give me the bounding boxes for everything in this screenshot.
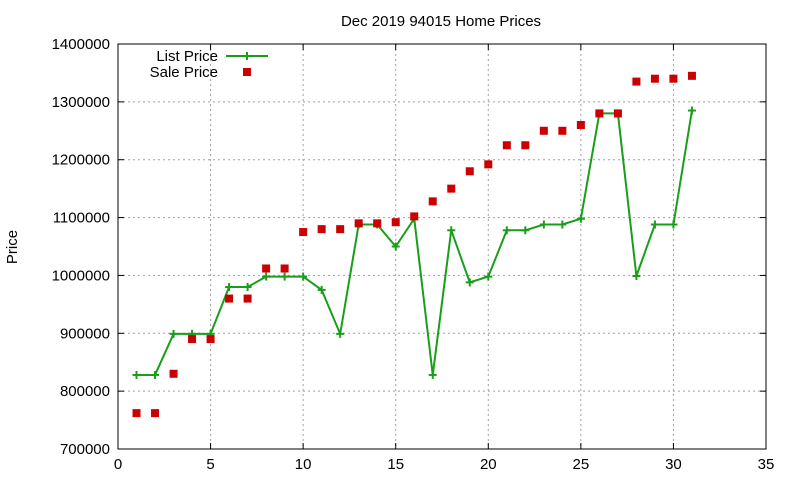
list-price-point [669,220,678,229]
sale-price-point [317,225,326,234]
list-price-point [336,329,345,338]
sale-price-point [484,160,493,169]
x-tick-label: 30 [665,456,682,473]
sale-price-point [410,212,419,221]
sale-price-point [391,218,400,227]
list-price-point [447,226,456,235]
sale-price-point [632,77,641,86]
x-tick-label: 10 [295,456,312,473]
legend-sale-price-marker [243,68,251,76]
grid-lines [118,44,766,449]
sale-price-point [280,264,289,273]
list-price-point [465,278,474,287]
sale-price-point [373,219,382,228]
y-tick-label: 700000 [60,441,110,458]
sale-price-point [576,121,585,129]
list-price-point [280,272,289,281]
list-price-point [391,242,400,251]
sale-price-point [428,197,437,206]
list-price-point [687,106,696,115]
legend-sale-price-label: Sale Price [150,64,218,81]
list-price-point [502,226,511,235]
y-tick-label: 1300000 [52,94,110,111]
sale-price-point [687,71,696,80]
legend-list-price-label: List Price [156,48,218,65]
y-tick-label: 1100000 [53,210,110,227]
list-price-point [169,329,178,338]
sale-price-point [558,126,567,135]
list-price-point [650,220,659,229]
y-tick-label: 1400000 [52,36,110,53]
sale-price-point [132,409,141,418]
sale-price-point [595,109,604,118]
list-price-point [632,272,641,281]
axes: 0 5 10 15 20 25 30 35 700000 800000 900000 1000000 1… [52,36,775,473]
sale-price-point [188,335,197,344]
y-tick-label: 1000000 [52,267,110,284]
x-tick-label: 5 [206,456,214,473]
x-tick-label: 0 [114,456,122,473]
list-price-point [132,370,141,379]
sale-price-point [336,225,345,234]
list-price-point [521,226,530,235]
sale-price-point [169,369,178,378]
x-tick-label: 20 [480,456,497,473]
list-price-point [317,285,326,294]
list-price-point [576,214,585,223]
y-axis-label: Price [4,230,21,264]
sale-price-point [243,294,252,303]
list-price-point [558,220,567,229]
y-tick-label: 1200000 [52,152,110,169]
sale-price-point [225,294,234,303]
x-tick-label: 35 [758,456,775,473]
sale-price-point [151,409,160,418]
sale-price-point [669,74,678,83]
sale-price-point [447,184,456,193]
list-price-point [428,370,437,379]
list-price-point [539,220,548,229]
sale-price-point [465,167,474,176]
list-price-point [243,283,252,291]
sale-price-point [262,264,271,273]
chart-title: Dec 2019 94015 Home Prices [341,13,541,30]
sale-price-point [539,126,548,135]
x-tick-label: 25 [573,456,590,473]
sale-price-point [354,219,363,228]
list-price-point [299,272,308,281]
sale-price-point [650,74,659,83]
x-tick-label: 15 [387,456,404,473]
sale-price-point [613,109,622,118]
list-price-line [136,110,693,376]
list-price-point [484,272,493,281]
series-layer [132,71,696,418]
list-price-point [262,272,271,281]
sale-price-point [521,141,530,150]
list-price-point [225,283,234,291]
list-price-point [151,370,160,379]
y-tick-label: 800000 [60,383,110,400]
sale-price-point [299,228,308,237]
y-tick-label: 900000 [60,325,110,342]
sale-price-point [206,335,215,344]
sale-price-point [502,141,511,150]
plot-border [117,43,767,450]
